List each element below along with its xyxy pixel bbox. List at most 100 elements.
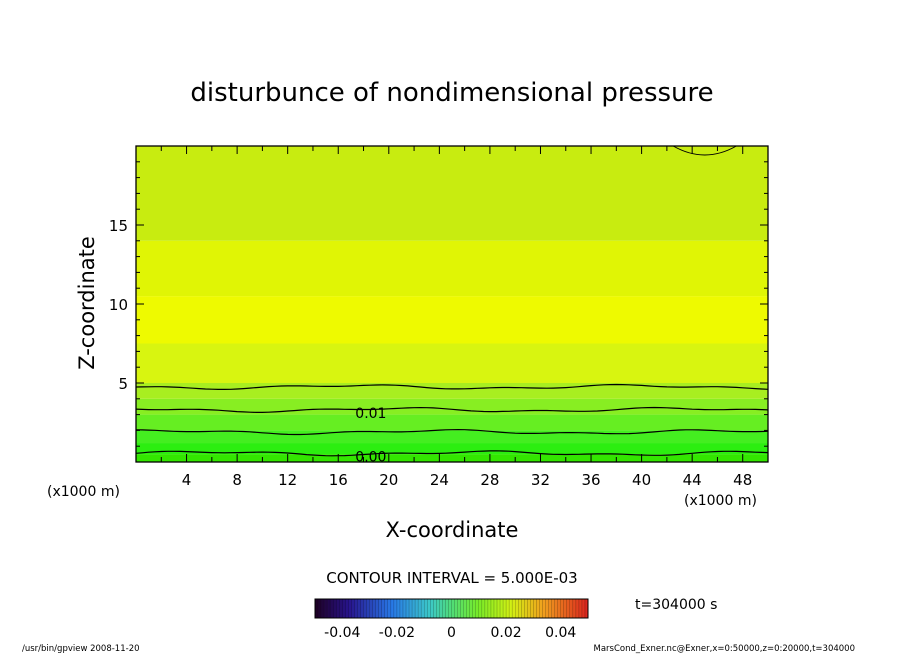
colorbar-cell [360,599,364,618]
contour-line [135,406,769,413]
x-axis-title: X-coordinate [386,518,519,542]
y-tick-label: 5 [118,375,128,393]
colorbar-cell [324,599,328,618]
colorbar-cell [409,599,413,618]
colorbar: -0.04 -0.02 0 0.02 0.04 [314,598,589,641]
colorbar-cell [327,599,331,618]
colorbar-cell [548,599,552,618]
colorbar-cell [527,599,531,618]
colorbar-cell [354,599,358,618]
colorbar-cell [460,599,464,618]
colorbar-cell [542,599,546,618]
x-tick-label: 28 [480,471,499,489]
colorbar-cell [436,599,440,618]
colorbar-cell [575,599,580,618]
colorbar-cell [393,599,398,618]
colorbar-cell [430,599,434,618]
y-axis-title: Z-coordinate [75,236,99,370]
colorbar-cell [330,599,334,618]
colorbar-cell [402,599,407,618]
colorbar-cell [512,599,516,618]
colorbar-cell [518,599,522,618]
colorbar-cell [418,599,422,618]
colorbar-cell [357,599,361,618]
colorbar-cell [345,599,349,618]
colorbar-cell [451,599,455,618]
colorbar-frame [314,598,589,619]
colorbar-cell [563,599,568,618]
colorbar-cell [578,599,583,618]
colorbar-cell [396,599,401,618]
colorbar-cell [457,599,461,618]
colorbar-cell [478,599,483,618]
colorbar-cell [539,599,543,618]
x-tick-label: 24 [430,471,449,489]
footer-left: /usr/bin/gpview 2008-11-20 [22,644,140,654]
colorbar-cell [463,599,467,618]
x-tick-label: 44 [683,471,702,489]
colorbar-cell [363,599,367,618]
colorbar-cell [448,599,452,618]
colorbar-cell [515,599,519,618]
colorbar-cell [372,599,376,618]
contour-label: 0.01 [355,406,386,422]
colorbar-cell [572,599,577,618]
x-tick-label: 36 [581,471,600,489]
colorbar-cell [584,599,589,618]
x-tick-label: 48 [733,471,752,489]
colorbar-cell [581,599,586,618]
y-tick-label: 15 [109,217,128,235]
colorbar-tick-label: 0.04 [545,625,576,641]
colorbar-cell [321,599,325,618]
colorbar-cell [433,599,437,618]
colorbar-cell [524,599,528,618]
colorbar-cell [348,599,352,618]
band-8 [136,240,768,297]
contour-line [135,450,769,457]
x-tick-label: 12 [278,471,297,489]
colorbar-cell [545,599,549,618]
colorbar-cell [560,599,565,618]
colorbar-cell [351,599,355,618]
x-tick-label: 16 [329,471,348,489]
colorbar-cell [406,599,410,618]
plot-area: 0.01 0.00 [135,145,769,465]
footer-right: MarsCond_Exner.nc@Exner,x=0:50000,z=0:20… [593,644,855,654]
band-3 [136,414,768,431]
contour-label: 0.00 [355,449,386,465]
colorbar-cell [421,599,425,618]
colorbar-cell [366,599,370,618]
colorbar-cell [427,599,431,618]
chart-title: disturbunce of nondimensional pressure [190,78,713,108]
colorbar-cell [424,599,428,618]
band-7 [136,296,768,344]
colorbar-cell [503,599,507,618]
colorbar-cell [369,599,373,618]
colorbar-tick-label: -0.02 [379,625,415,641]
colorbar-tick-label: 0 [447,625,456,641]
colorbar-cell [466,599,470,618]
colorbar-cell [484,599,489,618]
x-tick-label: 40 [632,471,651,489]
colorbar-cell [384,599,389,618]
x-unit-left: (x1000 m) [47,484,120,500]
colorbar-cell [530,599,534,618]
colorbar-cell [533,599,537,618]
band-9 [136,146,768,241]
colorbar-cell [521,599,525,618]
x-tick-label: 32 [531,471,550,489]
band-0 [136,454,768,462]
colorbar-cell [378,599,383,618]
colorbar-tick-label: -0.04 [324,625,360,641]
x-tick-label: 4 [182,471,192,489]
colorbar-cell [472,599,477,618]
colorbar-cell [387,599,392,618]
colorbar-cell [439,599,443,618]
x-unit-right: (x1000 m) [684,493,757,509]
colorbar-cell [390,599,395,618]
colorbar-cell [469,599,474,618]
colorbar-cell [445,599,449,618]
colorbar-cell [497,599,501,618]
x-tick-label: 20 [379,471,398,489]
